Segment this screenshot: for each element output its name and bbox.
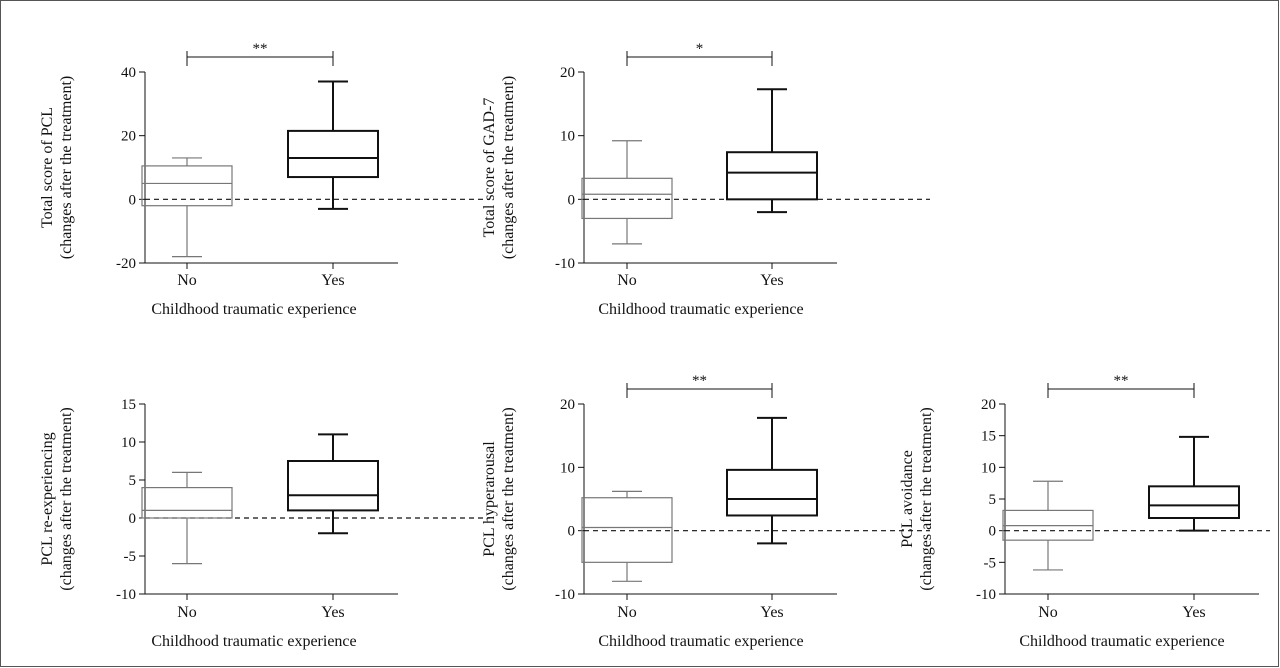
box-yes (726, 416, 818, 545)
box-iqr (726, 468, 818, 517)
x-tick-label: No (177, 272, 197, 289)
y-tick-label: 10 (981, 460, 996, 476)
x-axis-title: Childhood traumatic experience (598, 633, 803, 650)
y-tick-label: 0 (568, 524, 576, 540)
y-axis-title-line1: Total score of GAD-7 (481, 98, 498, 238)
y-axis-title-line2: (changes after the treatment) (58, 407, 75, 590)
y-tick-label: -10 (976, 587, 996, 603)
y-tick-label: 0 (568, 192, 576, 208)
x-axis-title: Childhood traumatic experience (598, 301, 803, 318)
chart-panel-3: -10 -5 0 5 10 15 No Yes Childhood traumatic expe… (39, 397, 490, 650)
y-tick-label: 5 (989, 492, 997, 508)
y-tick-label: -10 (555, 256, 575, 272)
y-tick-label: -5 (984, 555, 997, 571)
y-axis-title-line1: PCL avoidance (899, 450, 916, 548)
y-axis-title-line1: PCL re-experiencing (39, 432, 56, 565)
chart-panel-1: -20 0 20 40 No Yes Childhood traumatic experie… (39, 41, 490, 318)
box-iqr (141, 165, 233, 207)
x-tick-label: Yes (321, 272, 344, 289)
y-tick-label: 5 (129, 473, 137, 489)
y-tick-label: 15 (121, 397, 136, 413)
y-tick-label: -20 (116, 256, 136, 272)
significance-marker: * (696, 41, 704, 57)
y-axis-title-line2: (changes after the treatment) (58, 76, 75, 259)
y-tick-label: 10 (560, 460, 575, 476)
box-yes (1148, 435, 1240, 532)
y-axis-title-line2: (changes after the treatment) (500, 76, 517, 259)
x-tick-label: No (177, 604, 197, 621)
x-axis-title: Childhood traumatic experience (1019, 633, 1224, 650)
chart-panel-4: -10 0 10 20 No Yes Childhood traumatic experie… (481, 373, 930, 650)
x-tick-label: No (1038, 604, 1058, 621)
y-tick-label: -10 (555, 587, 575, 603)
x-tick-label: Yes (760, 604, 783, 621)
significance-marker: ** (1114, 373, 1129, 389)
y-tick-label: -10 (116, 587, 136, 603)
y-tick-label: 20 (560, 397, 575, 413)
box-yes (287, 80, 379, 210)
y-axis-title-line1: Total score of PCL (39, 107, 56, 228)
y-tick-label: 0 (129, 511, 137, 527)
y-axis-title-line2: (changes after the treatment) (500, 407, 517, 590)
box-iqr (581, 497, 673, 563)
y-tick-label: 10 (560, 129, 575, 145)
significance-marker: ** (253, 41, 268, 57)
box-iqr (581, 177, 673, 220)
y-tick-label: 20 (121, 129, 136, 145)
y-tick-label: 0 (129, 192, 137, 208)
significance-marker: ** (692, 373, 707, 389)
x-axis-title: Childhood traumatic experience (151, 301, 356, 318)
box-yes (287, 433, 379, 535)
box-iqr (726, 151, 818, 201)
x-tick-label: Yes (760, 272, 783, 289)
y-tick-label: 0 (989, 524, 997, 540)
y-tick-label: 20 (981, 397, 996, 413)
box-no (1002, 480, 1094, 571)
box-iqr (1148, 485, 1240, 520)
box-no (581, 140, 673, 245)
chart-panel-2: -10 0 10 20 No Yes Childhood traumatic experie… (481, 41, 930, 318)
box-iqr (287, 460, 379, 512)
box-no (141, 471, 233, 565)
y-tick-label: 10 (121, 435, 136, 451)
y-tick-label: -5 (124, 549, 137, 565)
x-tick-label: Yes (1182, 604, 1205, 621)
y-tick-label: 15 (981, 429, 996, 445)
y-axis-title-line1: PCL hyperarousal (481, 441, 498, 557)
y-axis-title: PCL avoidance (changes after the treatmen… (899, 407, 935, 590)
x-axis-title: Childhood traumatic experience (151, 633, 356, 650)
box-iqr (287, 129, 379, 179)
y-axis-title: Total score of PCL (changes after the tre… (39, 76, 75, 259)
box-no (141, 157, 233, 258)
chart-panel-5: -10 -5 0 5 10 15 20 No Yes Childhood traumatic ex… (899, 373, 1270, 650)
y-tick-label: 40 (121, 65, 136, 81)
y-axis-title: PCL hyperarousal (changes after the treat… (481, 407, 517, 590)
box-yes (726, 88, 818, 214)
x-tick-label: No (617, 272, 637, 289)
y-tick-label: 20 (560, 65, 575, 81)
x-tick-label: Yes (321, 604, 344, 621)
box-iqr (141, 487, 233, 519)
y-axis-title-line2: (changes after the treatment) (918, 407, 935, 590)
y-axis-title: PCL re-experiencing (changes after the tr… (39, 407, 75, 590)
y-axis-title: Total score of GAD-7 (changes after the t… (481, 76, 517, 259)
box-no (581, 490, 673, 582)
x-tick-label: No (617, 604, 637, 621)
